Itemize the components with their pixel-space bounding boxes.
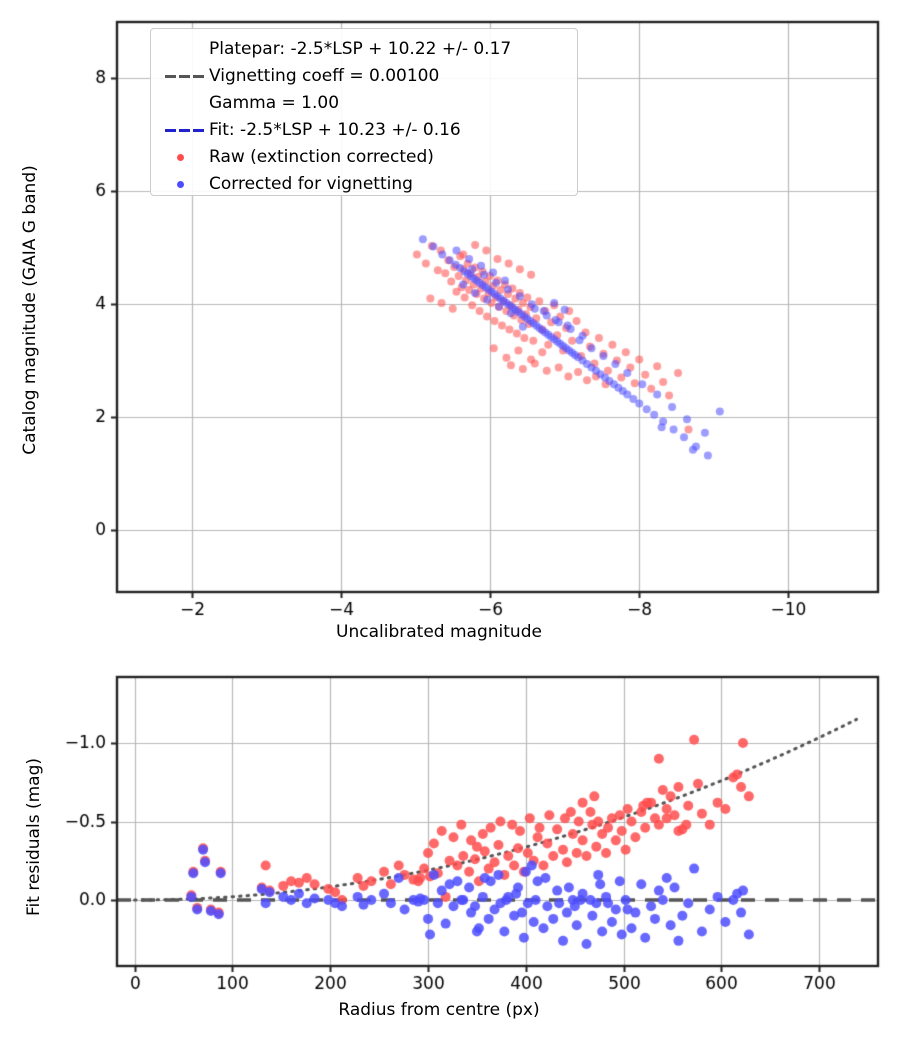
legend-entry-label: Platepar: -2.5*LSP + 10.22 +/- 0.17 (209, 39, 512, 59)
blue-marker-icon (165, 170, 201, 198)
top-panel-xlabel: Uncalibrated magnitude (336, 622, 542, 642)
red-marker-icon (165, 143, 201, 171)
legend-entry-label: Raw (extinction corrected) (209, 147, 434, 167)
legend-entry-label: Corrected for vignetting (209, 174, 413, 194)
bottom-panel-ylabel: Fit residuals (mag) (24, 758, 44, 916)
top-panel-ylabel: Catalog magnitude (GAIA G band) (20, 165, 40, 455)
empty-handle-icon (165, 35, 201, 63)
gray-dashed-line-icon (165, 62, 204, 90)
blue-dashed-line-icon (165, 116, 204, 144)
legend-entry-label: Gamma = 1.00 (209, 93, 340, 113)
bottom-panel-xlabel: Radius from centre (px) (338, 1000, 540, 1020)
legend: Platepar: -2.5*LSP + 10.22 +/- 0.17 Vigne… (150, 28, 578, 196)
legend-entry-label: Fit: -2.5*LSP + 10.23 +/- 0.16 (209, 120, 461, 140)
legend-entry-label: Vignetting coeff = 0.00100 (209, 66, 440, 86)
empty-handle-icon (165, 89, 201, 117)
